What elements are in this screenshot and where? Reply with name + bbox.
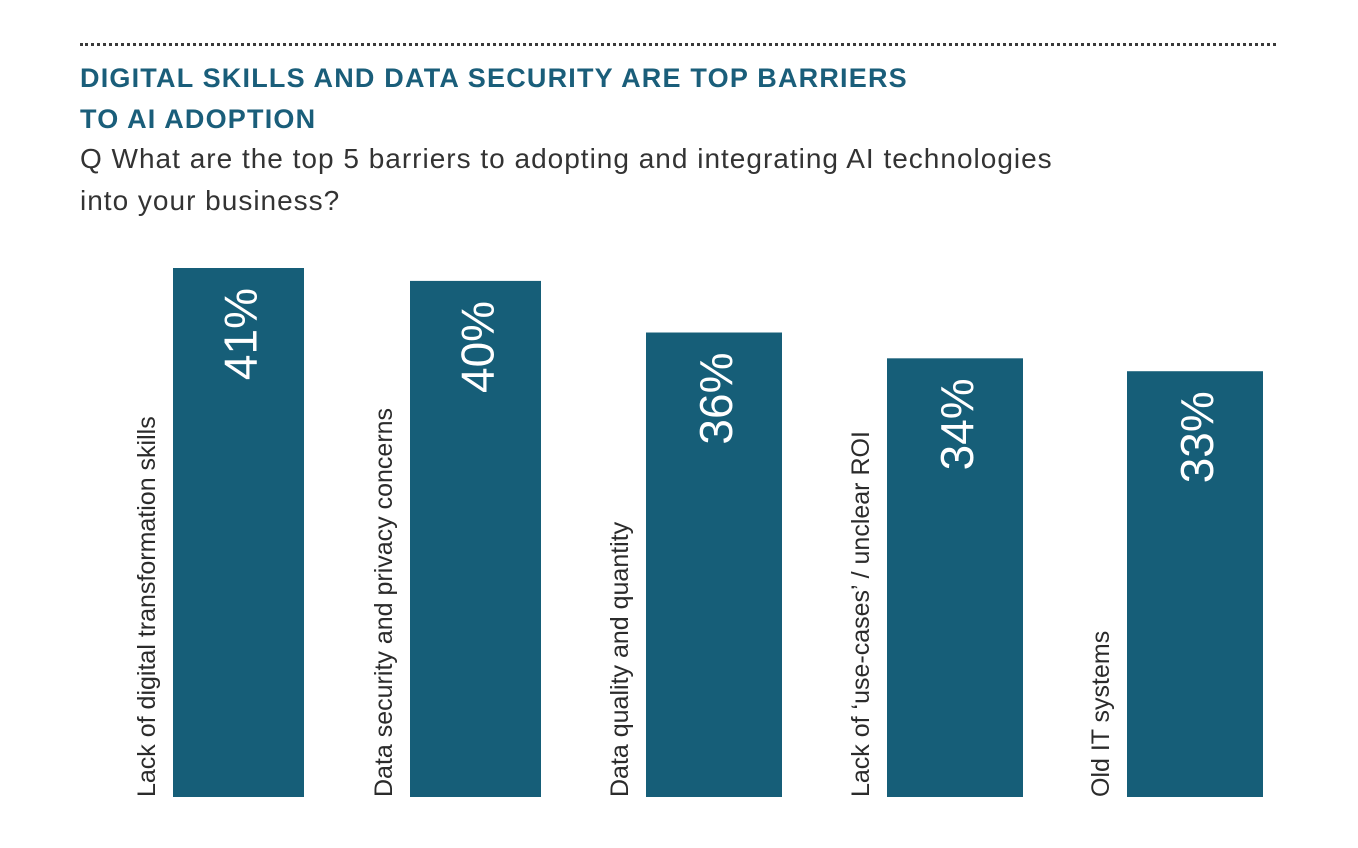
category-label-3: Data quality and quantity — [606, 521, 634, 797]
bar-4 — [887, 358, 1023, 797]
value-label-4: 34% — [931, 378, 983, 470]
category-label-1: Lack of digital transformation skills — [133, 416, 161, 797]
survey-question: Q What are the top 5 barriers to adoptin… — [80, 138, 1280, 222]
chart-title-line-1: DIGITAL SKILLS AND DATA SECURITY ARE TOP… — [80, 63, 908, 93]
bar-2 — [410, 280, 541, 797]
category-label-2: Data security and privacy concerns — [370, 408, 398, 797]
bar-1 — [173, 268, 304, 797]
category-label-4: Lack of ‘use-cases’ / unclear ROI — [847, 431, 875, 797]
category-label-5: Old IT systems — [1087, 631, 1115, 797]
bar-5 — [1127, 371, 1263, 797]
chart-title: DIGITAL SKILLS AND DATA SECURITY ARE TOP… — [80, 58, 1180, 140]
value-label-1: 41% — [215, 288, 267, 380]
bar-3 — [646, 332, 782, 797]
survey-question-line-1: Q What are the top 5 barriers to adoptin… — [80, 143, 1053, 174]
survey-question-line-2: into your business? — [80, 185, 341, 216]
chart-title-line-2: TO AI ADOPTION — [80, 104, 317, 134]
value-label-5: 33% — [1171, 391, 1223, 483]
dotted-divider — [80, 43, 1276, 46]
value-label-3: 36% — [690, 353, 742, 445]
value-label-2: 40% — [452, 301, 504, 393]
